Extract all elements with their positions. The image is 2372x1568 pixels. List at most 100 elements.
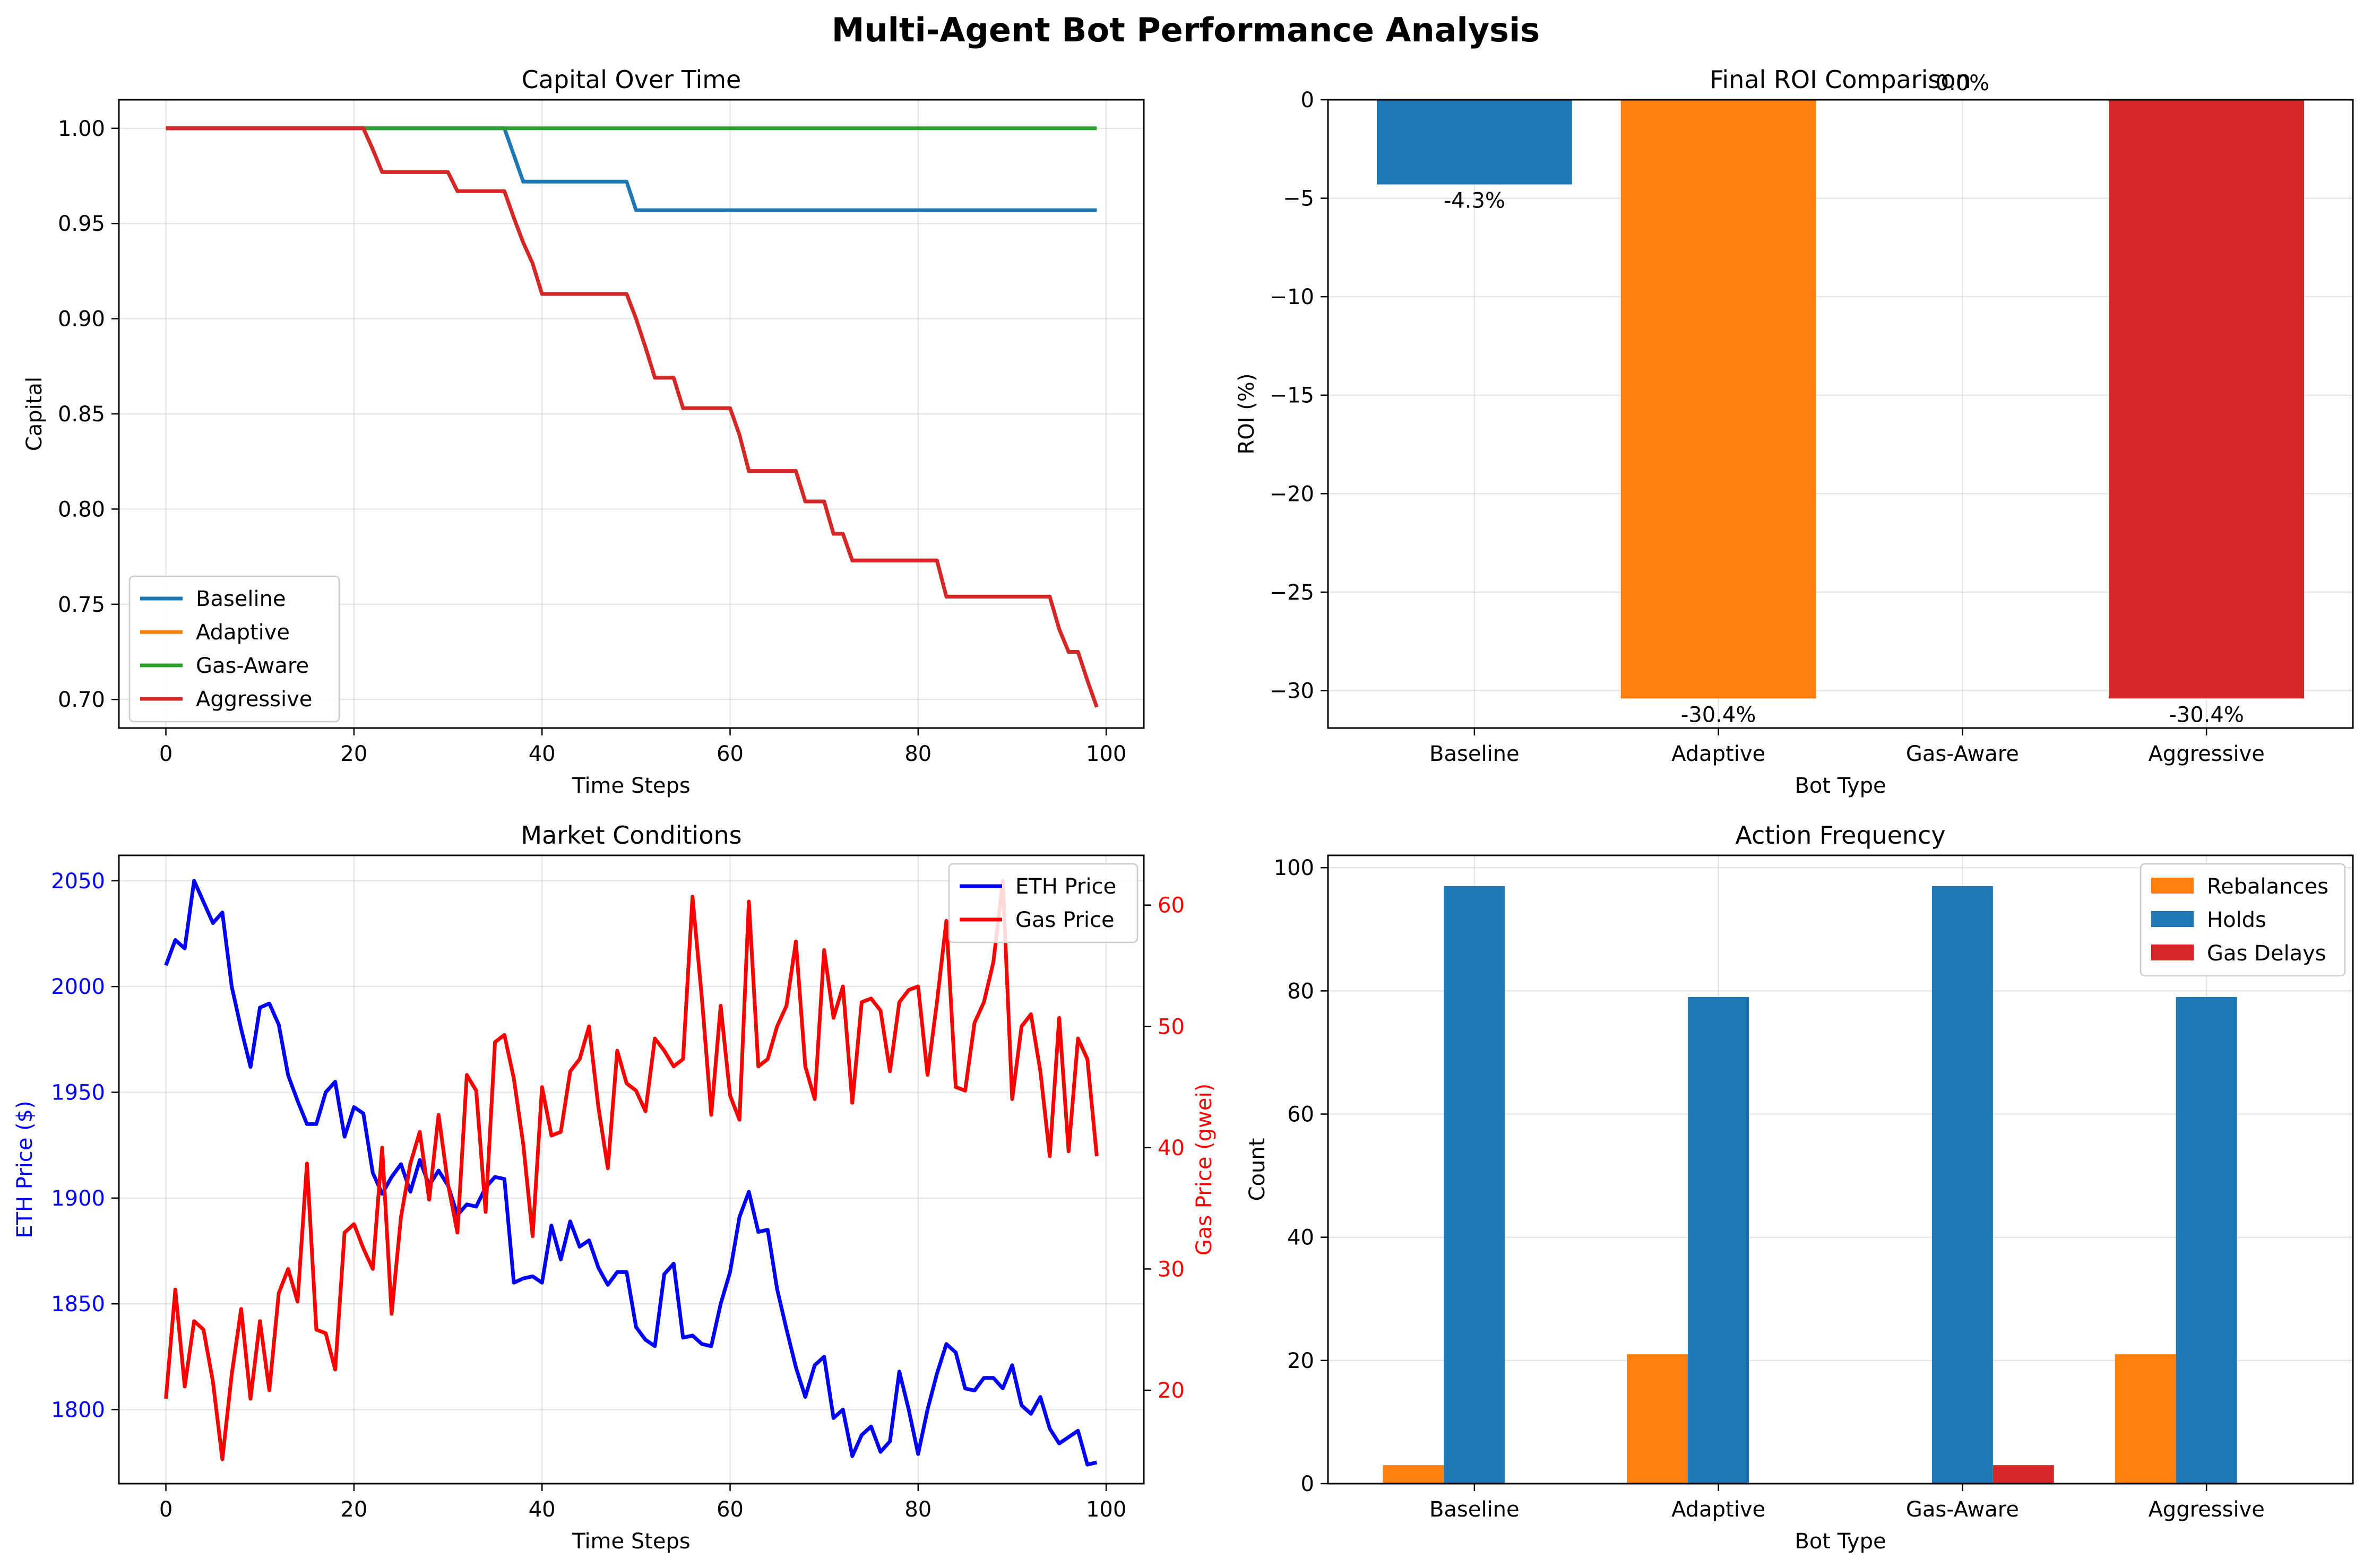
market-legend-label: Gas Price [1015, 908, 1115, 932]
capital-xlabel: Time Steps [572, 774, 691, 798]
actions-xlabel: Bot Type [1795, 1529, 1886, 1554]
actions-ytick-label: 0 [1301, 1472, 1314, 1496]
roi-ylabel: ROI (%) [1235, 373, 1259, 454]
capital-legend-label: Adaptive [196, 620, 290, 645]
roi-frame [1327, 99, 2354, 729]
actions-bar-holds [1444, 886, 1505, 1484]
market-legend-box [948, 863, 1138, 943]
roi-ytick-label: −5 [1283, 187, 1314, 211]
market-ytick-label: 1900 [51, 1186, 105, 1211]
actions-ylabel: Count [1245, 1138, 1270, 1201]
capital-series-aggressive [166, 126, 1099, 708]
capital-chart: 0 20 40 60 80 100 0.70 0.75 0.80 0.85 0.90 0.95 1.00… [22, 65, 1145, 798]
roi-ytick-label: −30 [1270, 679, 1314, 703]
actions-xtick-label: Aggressive [2148, 1497, 2264, 1522]
market-ytick-label: 1800 [51, 1398, 105, 1422]
roi-title: Final ROI Comparison [1710, 65, 1971, 94]
figure-title: Multi-Agent Bot Performance Analysis [832, 11, 1540, 49]
capital-xtick-label: 0 [159, 742, 172, 766]
roi-ytick-label: −15 [1270, 384, 1314, 408]
actions-frame [1327, 854, 2354, 1485]
actions-bar-rebalances [1383, 1465, 1444, 1484]
actions-legend-swatch [2151, 945, 2194, 960]
actions-legend-label: Rebalances [2207, 874, 2328, 899]
capital-ytick-label: 0.90 [58, 307, 105, 332]
actions-legend-label: Gas Delays [2207, 941, 2326, 966]
market-ytick-label: 2000 [51, 975, 105, 999]
market-ytick-right-label: 50 [1158, 1015, 1185, 1039]
market-xtick-label: 20 [340, 1497, 367, 1522]
roi-ytick-label: −10 [1270, 285, 1314, 309]
actions-legend-swatch [2151, 878, 2194, 894]
roi-bar-label: -30.4% [2169, 703, 2244, 727]
roi-xtick-label: Adaptive [1671, 742, 1765, 766]
actions-ytick-label: 60 [1287, 1103, 1314, 1127]
capital-ytick-label: 0.95 [58, 212, 105, 236]
market-series-gas-price [164, 879, 1099, 1461]
market-ytick-label: 1850 [51, 1292, 105, 1316]
capital-xtick-label: 40 [529, 742, 556, 766]
actions-xtick-label: Adaptive [1671, 1497, 1765, 1522]
actions-bar-gas-delays [1993, 1465, 2054, 1484]
capital-xtick-label: 60 [717, 742, 744, 766]
market-frame [118, 854, 1145, 1485]
capital-ytick-label: 1.00 [58, 117, 105, 141]
market-ytick-right-label: 30 [1158, 1257, 1185, 1281]
actions-ytick-label: 80 [1287, 979, 1314, 1003]
market-ytick-label: 2050 [51, 869, 105, 894]
roi-bar-label: -4.3% [1444, 189, 1505, 213]
actions-bar-holds [1931, 886, 1993, 1484]
roi-bar [1620, 100, 1816, 699]
actions-bar-rebalances [2115, 1354, 2176, 1484]
market-xtick-label: 100 [1086, 1497, 1126, 1522]
market-xlabel: Time Steps [572, 1529, 691, 1554]
market-xtick-label: 0 [159, 1497, 172, 1522]
roi-ytick-label: −20 [1270, 482, 1314, 506]
capital-xtick-label: 20 [340, 742, 367, 766]
capital-legend-box [128, 575, 340, 723]
market-xtick-label: 80 [904, 1497, 931, 1522]
actions-xtick-label: Gas-Aware [1906, 1497, 2019, 1522]
market-ylabel-left: ETH Price ($) [13, 1101, 37, 1238]
capital-legend-label: Baseline [196, 587, 286, 611]
market-ylabel-right: Gas Price (gwei) [1192, 1084, 1217, 1255]
capital-ytick-label: 0.75 [58, 593, 105, 617]
actions-legend-label: Holds [2207, 908, 2266, 932]
market-legend-label: ETH Price [1015, 874, 1116, 899]
capital-legend-label: Aggressive [196, 687, 312, 712]
capital-ytick-label: 0.70 [58, 688, 105, 712]
market-ytick-right-label: 20 [1158, 1379, 1185, 1403]
actions-bar-holds [2176, 997, 2237, 1484]
roi-bar [1376, 100, 1572, 185]
roi-ytick-label: −25 [1270, 581, 1314, 605]
charts-layer: 0 20 40 60 80 100 0.70 0.75 0.80 0.85 0.90 0.95 1.00… [13, 65, 2354, 1554]
actions-ytick-label: 40 [1287, 1226, 1314, 1250]
roi-xtick-label: Gas-Aware [1906, 742, 2019, 766]
capital-legend-label: Gas-Aware [196, 654, 309, 678]
market-ytick-label: 1950 [51, 1080, 105, 1105]
market-chart: 0 20 40 60 80 100 1800 1850 1900 1950 2000 2050 20 30… [13, 821, 1217, 1554]
actions-legend-swatch [2151, 911, 2194, 927]
roi-xlabel: Bot Type [1795, 774, 1886, 798]
actions-title: Action Frequency [1735, 821, 1945, 850]
market-ytick-right-label: 40 [1158, 1136, 1185, 1160]
roi-bar-label: -30.4% [1681, 703, 1756, 727]
capital-ytick-label: 0.80 [58, 497, 105, 522]
market-ytick-right-label: 60 [1158, 894, 1185, 918]
capital-xtick-label: 80 [904, 742, 931, 766]
actions-chart: Baseline Adaptive Gas-Aware Aggressive 0 20 40… [1245, 821, 2354, 1554]
roi-xtick-label: Aggressive [2148, 742, 2264, 766]
actions-bar-holds [1688, 997, 1749, 1484]
roi-xtick-label: Baseline [1429, 742, 1520, 766]
actions-bar-rebalances [1627, 1354, 1688, 1484]
actions-xtick-label: Baseline [1429, 1497, 1520, 1522]
capital-ytick-label: 0.85 [58, 402, 105, 427]
capital-title: Capital Over Time [522, 65, 741, 94]
capital-xtick-label: 100 [1086, 742, 1126, 766]
roi-bar-label: 0.0% [1936, 71, 1990, 96]
roi-ytick-label: 0 [1301, 88, 1314, 112]
actions-ytick-label: 100 [1274, 856, 1314, 880]
roi-chart: -4.3% -30.4% 0.0% -30.4% Baseline Adaptive Gas… [1235, 65, 2354, 798]
